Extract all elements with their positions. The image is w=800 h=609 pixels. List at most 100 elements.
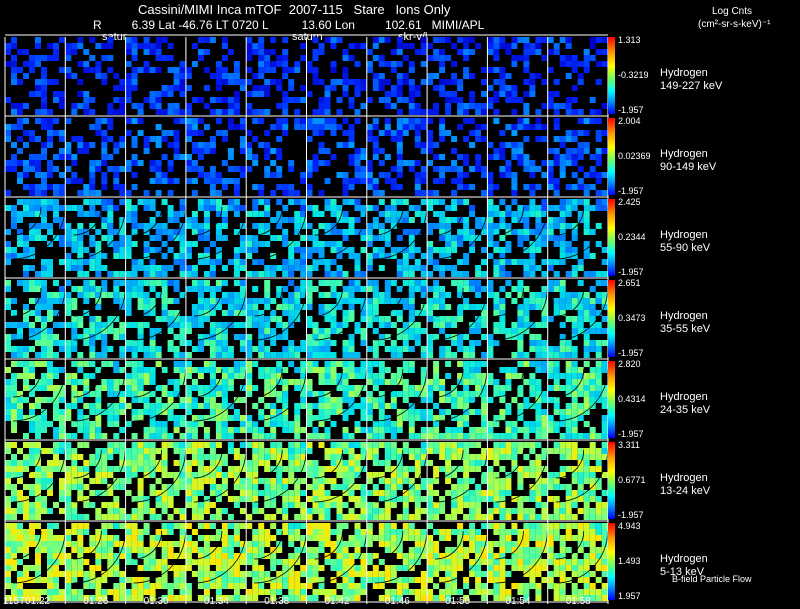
image-frame	[487, 361, 548, 439]
colorbar-max-label: 2.425	[618, 197, 641, 207]
colorbar-min-label: 1.957	[618, 591, 641, 601]
image-frame	[366, 199, 428, 277]
image-frame	[547, 361, 609, 439]
species-label: Hydrogen	[660, 310, 708, 322]
image-frame	[125, 280, 186, 358]
contour-line	[555, 530, 609, 584]
contour-line	[133, 287, 162, 317]
image-frame	[366, 37, 427, 115]
contour-line	[374, 368, 428, 422]
contour-line	[254, 287, 307, 341]
species-label: Hydrogen	[660, 229, 708, 241]
species-label: Hydrogen	[660, 67, 708, 79]
contour-line	[193, 530, 223, 560]
contour-line	[193, 206, 247, 260]
contour-line	[495, 449, 524, 479]
colorbar-max-label: 2.651	[618, 278, 641, 288]
colorbar-mid-label: 0.2344	[618, 231, 646, 242]
image-frame	[65, 523, 126, 601]
contour-line	[314, 206, 367, 260]
contour-line	[314, 530, 367, 584]
contour-line	[193, 206, 223, 236]
image-frame	[65, 442, 126, 520]
energy-channel-label: Hydrogen 55-90 keV	[660, 229, 710, 255]
units-line: (cm²-sr-s-keV)⁻¹	[698, 19, 771, 30]
image-frame	[5, 361, 66, 439]
contour-line	[73, 368, 126, 422]
contour-line	[495, 530, 548, 584]
image-frame	[427, 199, 488, 277]
image-frame	[427, 361, 488, 439]
image-frame	[366, 361, 428, 439]
image-frame	[306, 199, 367, 277]
contour-line	[314, 287, 367, 341]
image-frame	[125, 199, 186, 277]
contour-line	[374, 287, 404, 317]
image-frame	[487, 37, 548, 115]
contour-line	[435, 368, 488, 422]
image-frame	[185, 37, 246, 115]
time-tick-label: 01:26	[83, 596, 109, 607]
colorbar-mid-label: 0.6771	[618, 474, 646, 485]
energy-range-label: 149-227 keV	[660, 80, 723, 92]
colorbar-mid-label: -0.3219	[618, 69, 649, 80]
image-frame	[185, 118, 246, 196]
image-frame	[366, 118, 427, 196]
contour-line	[435, 368, 464, 398]
colorbar-min-label: -1.957	[618, 429, 644, 439]
image-frame	[125, 118, 186, 196]
colorbar-mid-label: 0.02369	[618, 150, 651, 161]
contour-line	[73, 368, 102, 398]
contour-line	[555, 287, 585, 317]
contour-line	[193, 368, 223, 398]
position-line: R 6.39 Lat -46.76 LT 0720 L 13.60 Lon 10…	[93, 18, 485, 32]
colorbar	[608, 442, 615, 519]
image-frame	[487, 280, 548, 358]
time-tick-label: 01:42	[324, 596, 350, 607]
contour-line	[133, 206, 162, 236]
colorbar-min-label: -1.957	[618, 267, 644, 277]
colorbar-max-label: 3.311	[618, 440, 640, 450]
image-frame	[65, 37, 126, 115]
colorbar-max-label: 4.943	[618, 521, 641, 531]
contour-line	[133, 206, 186, 260]
colorbar	[608, 280, 615, 357]
image-frame	[246, 199, 307, 277]
contour-line	[193, 368, 247, 422]
contour-line	[495, 287, 524, 317]
contour-line	[495, 530, 524, 560]
contour-line	[133, 530, 186, 584]
image-frame	[125, 523, 186, 601]
image-frame	[185, 442, 247, 520]
contour-line	[254, 206, 283, 236]
species-label: Hydrogen	[660, 472, 708, 484]
image-frame	[65, 361, 126, 439]
energy-channel-label: Hydrogen 90-149 keV	[660, 148, 716, 174]
contour-line	[314, 368, 367, 422]
image-frame	[366, 523, 428, 601]
image-frame	[246, 37, 307, 115]
colorbar-mid-label: 1.493	[618, 555, 641, 566]
colorbar	[608, 361, 615, 438]
contour-line	[374, 530, 428, 584]
image-frame	[306, 442, 367, 520]
contour-line	[193, 530, 247, 584]
contour-line	[73, 206, 102, 236]
contour-line	[555, 530, 585, 560]
contour-line	[435, 449, 464, 479]
contour-line	[12, 368, 66, 422]
image-frame	[547, 523, 609, 601]
contour-line	[495, 449, 548, 503]
contour-line	[193, 287, 223, 317]
image-frame	[427, 523, 488, 601]
contour-line	[73, 449, 102, 479]
colorbar-min-label: -1.957	[618, 105, 644, 115]
image-frame	[306, 37, 367, 115]
image-frame	[547, 37, 608, 115]
contour-line	[314, 530, 343, 560]
contour-line	[314, 287, 343, 317]
image-frame	[246, 280, 307, 358]
energy-channel-label: Hydrogen 35-55 keV	[660, 310, 710, 336]
contour-line	[73, 287, 126, 341]
contour-line	[73, 530, 102, 560]
